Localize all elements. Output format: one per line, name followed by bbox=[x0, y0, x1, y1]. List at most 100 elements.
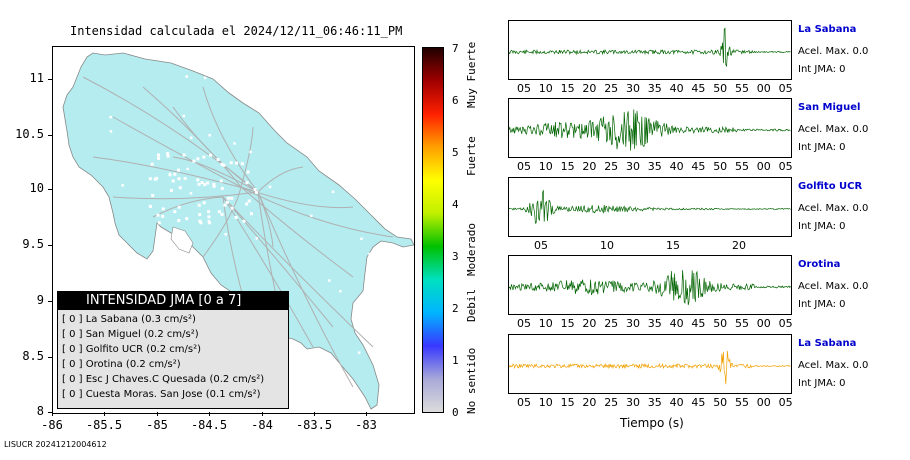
town-marker bbox=[357, 351, 361, 354]
town-marker bbox=[196, 178, 200, 182]
colorbar-tick: 7 bbox=[452, 42, 459, 55]
town-marker bbox=[154, 255, 157, 258]
town-marker bbox=[192, 159, 196, 163]
trace-x-tick: 05 bbox=[778, 160, 793, 173]
trace-x-tick: 20 bbox=[582, 396, 597, 409]
town-marker bbox=[208, 221, 211, 225]
town-marker bbox=[234, 216, 238, 219]
road bbox=[257, 191, 354, 388]
road bbox=[222, 196, 244, 298]
map-y-tickmark bbox=[48, 245, 52, 246]
trace-x-tick: 05 bbox=[517, 396, 531, 409]
town-marker bbox=[185, 75, 188, 78]
trace-x-tick: 55 bbox=[735, 160, 749, 173]
town-marker bbox=[346, 75, 350, 79]
town-marker bbox=[255, 190, 258, 194]
town-marker bbox=[177, 168, 180, 172]
map-x-tick: -84 bbox=[251, 418, 273, 432]
road bbox=[112, 191, 259, 200]
intensity-legend: INTENSIDAD JMA [0 a 7] [ 0 ] La Sabana (… bbox=[57, 291, 289, 409]
map-x-tickmark bbox=[52, 412, 53, 416]
town-marker bbox=[183, 177, 187, 180]
map-x-tick: -85 bbox=[146, 418, 168, 432]
town-marker bbox=[157, 156, 161, 160]
road bbox=[202, 186, 242, 258]
intensity-colorbar bbox=[422, 47, 444, 413]
road bbox=[92, 156, 259, 193]
colorbar-label: No sentido bbox=[465, 347, 478, 414]
town-marker bbox=[140, 264, 143, 267]
trace-x-tick: 15 bbox=[560, 82, 575, 95]
trace-x-tick: 05 bbox=[517, 317, 531, 330]
trace-x-axis: 05 10 15 20 bbox=[508, 239, 790, 253]
town-marker bbox=[153, 177, 157, 181]
trace-x-tick: 05 bbox=[778, 317, 793, 330]
town-marker bbox=[362, 98, 365, 101]
map-y-tick: 10.5 bbox=[15, 127, 44, 141]
colorbar-tick: 6 bbox=[452, 94, 459, 107]
seismogram-trace bbox=[508, 109, 791, 151]
colorbar-tick: 3 bbox=[452, 250, 459, 263]
road bbox=[172, 106, 259, 193]
trace-x-tick: 35 bbox=[647, 82, 662, 95]
town-marker bbox=[155, 289, 158, 292]
town-marker bbox=[196, 157, 200, 161]
town-marker bbox=[173, 210, 177, 214]
town-marker bbox=[186, 167, 189, 171]
town-marker bbox=[245, 202, 249, 206]
town-marker bbox=[242, 219, 246, 223]
town-marker bbox=[101, 289, 105, 292]
seismogram-panel bbox=[508, 177, 792, 237]
colorbar-tick: 4 bbox=[452, 198, 459, 211]
town-marker bbox=[151, 194, 155, 197]
town-marker bbox=[226, 196, 230, 200]
trace-x-tick: 40 bbox=[669, 317, 684, 330]
town-marker bbox=[121, 184, 124, 187]
trace-x-tick: 05 bbox=[778, 396, 793, 409]
town-marker bbox=[224, 233, 227, 236]
town-marker bbox=[200, 181, 204, 184]
town-marker bbox=[268, 185, 272, 189]
town-marker bbox=[161, 207, 165, 211]
legend-title: INTENSIDAD JMA [0 a 7] bbox=[58, 292, 288, 310]
trace-x-tick: 30 bbox=[626, 160, 640, 173]
map-x-tickmark bbox=[104, 412, 105, 416]
seismogram-panel bbox=[508, 255, 792, 315]
trace-x-tick: 10 bbox=[538, 317, 553, 330]
town-marker bbox=[219, 179, 223, 183]
town-marker bbox=[109, 130, 113, 133]
map-y-tick: 8.5 bbox=[22, 349, 44, 363]
town-marker bbox=[220, 162, 224, 166]
trace-x-tick: 40 bbox=[669, 396, 684, 409]
town-marker bbox=[208, 134, 211, 137]
trace-x-tick: 20 bbox=[732, 239, 746, 252]
station-intensity: Int JMA: 0 bbox=[798, 299, 846, 310]
map-y-tick: 9 bbox=[36, 293, 44, 307]
colorbar-tick: 1 bbox=[452, 354, 459, 367]
seismogram-panel bbox=[508, 334, 792, 394]
trace-x-tick: 15 bbox=[560, 160, 575, 173]
town-marker bbox=[170, 188, 173, 192]
town-marker bbox=[156, 213, 160, 217]
town-marker bbox=[148, 177, 152, 181]
road bbox=[222, 196, 334, 328]
station-acel: Acel. Max. 0.0 bbox=[798, 46, 869, 57]
station-intensity: Int JMA: 0 bbox=[798, 221, 846, 232]
trace-x-axis: 05 10 15 20 25 30 35 40 45 50 55 00 05 bbox=[508, 160, 793, 174]
town-marker bbox=[240, 162, 244, 166]
map-x-tick: -85.5 bbox=[85, 418, 123, 432]
trace-x-tick: 25 bbox=[604, 317, 619, 330]
town-marker bbox=[220, 186, 224, 190]
map-x-tickmark bbox=[262, 412, 263, 416]
town-marker bbox=[198, 219, 202, 223]
trace-x-tick: 30 bbox=[626, 317, 640, 330]
trace-x-tick: 35 bbox=[647, 160, 662, 173]
legend-item: [ 0 ] San Miguel (0.2 cm/s²) bbox=[62, 329, 199, 340]
town-marker bbox=[185, 217, 189, 221]
station-name: San Miguel bbox=[798, 102, 861, 113]
seismogram-trace bbox=[508, 27, 791, 67]
trace-line bbox=[508, 270, 791, 306]
trace-x-tick: 20 bbox=[582, 160, 597, 173]
trace-x-tick: 10 bbox=[600, 239, 614, 252]
town-marker bbox=[109, 115, 112, 119]
